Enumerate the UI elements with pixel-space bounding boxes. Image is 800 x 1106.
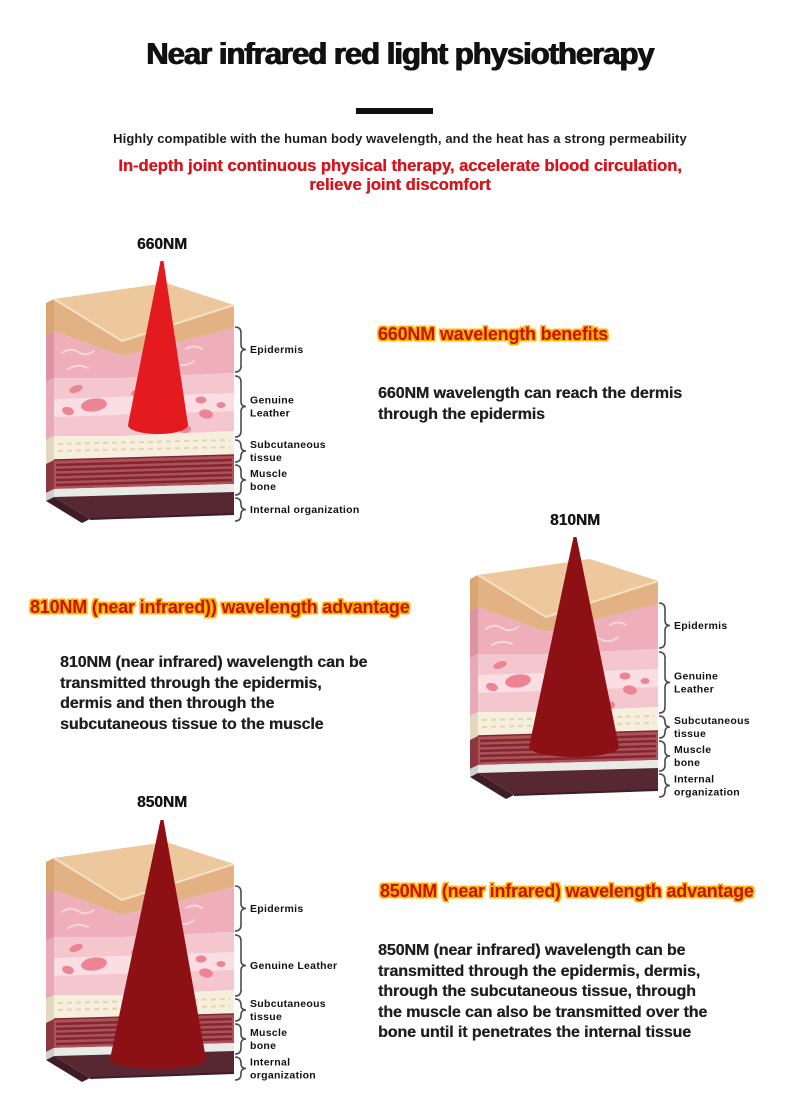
section-body-850nm: 850NM (near infrared) wavelength can be … [378, 942, 708, 1041]
svg-text:bone: bone [250, 481, 276, 493]
section-heading-660nm: 660NM wavelength benefits [378, 324, 609, 344]
svg-text:Leather: Leather [674, 684, 714, 696]
page-subtitle: Highly compatible with the human body wa… [113, 131, 687, 146]
svg-text:Muscle: Muscle [250, 468, 287, 480]
svg-text:Leather: Leather [250, 408, 290, 420]
section-body-810nm: 810NM (near infrared) wavelength can be … [60, 654, 368, 733]
wavelength-label-810nm: 810NM [550, 512, 600, 529]
page-title: Near infrared red light physiotherapy [146, 36, 654, 71]
svg-text:Subcutaneous: Subcutaneous [674, 715, 750, 727]
layer-labels: Epidermis Genuine Leather Subcutaneoustiss… [250, 903, 337, 1082]
skin-diagram-660nm: Epidermis Genuine Leather Subcutaneous tissu… [38, 253, 373, 533]
light-cone [529, 537, 619, 757]
svg-text:Epidermis: Epidermis [674, 620, 727, 632]
wavelength-label-660nm: 660NM [137, 236, 187, 253]
svg-text:Muscle: Muscle [250, 1027, 287, 1039]
page-tagline: In-depth joint continuous physical thera… [118, 157, 682, 194]
svg-text:tissue: tissue [674, 728, 706, 740]
svg-text:organization: organization [674, 787, 740, 799]
svg-text:bone: bone [250, 1040, 276, 1052]
svg-text:tissue: tissue [250, 1011, 282, 1023]
svg-text:Subcutaneous: Subcutaneous [250, 439, 326, 451]
svg-text:tissue: tissue [250, 452, 282, 464]
wavelength-label-850nm: 850NM [137, 794, 187, 811]
skin-diagram-810nm: Epidermis Genuine Leather Subcutaneous tissu… [462, 529, 797, 809]
svg-text:Internal: Internal [674, 774, 714, 786]
section-heading-850nm: 850NM (near infrared) wavelength advanta… [380, 881, 754, 901]
svg-text:bone: bone [674, 757, 700, 769]
section-body-660nm: 660NM wavelength can reach the dermis th… [378, 385, 682, 423]
light-cone [110, 820, 206, 1069]
svg-text:organization: organization [250, 1070, 316, 1082]
svg-text:Internal: Internal [250, 1057, 290, 1069]
svg-text:Genuine Leather: Genuine Leather [250, 960, 337, 972]
svg-text:Epidermis: Epidermis [250, 344, 303, 356]
section-heading-810nm: 810NM (near infrared)) wavelength advant… [30, 597, 410, 617]
svg-text:Genuine: Genuine [250, 395, 294, 407]
svg-text:Genuine: Genuine [674, 671, 718, 683]
skin-diagram-850nm: Epidermis Genuine Leather Subcutaneous tiss… [38, 812, 373, 1092]
title-underline [356, 108, 433, 114]
light-cone [128, 261, 188, 434]
layer-braces [234, 885, 247, 1081]
svg-text:Epidermis: Epidermis [250, 903, 303, 915]
svg-text:Muscle: Muscle [674, 744, 711, 756]
layer-braces [234, 326, 247, 522]
layer-braces [658, 602, 671, 798]
skin-layers-svg: Epidermis Genuine Leather Subcutaneoustiss… [46, 820, 337, 1082]
svg-text:Subcutaneous: Subcutaneous [250, 998, 326, 1010]
svg-text:Internal organization: Internal organization [250, 504, 360, 516]
